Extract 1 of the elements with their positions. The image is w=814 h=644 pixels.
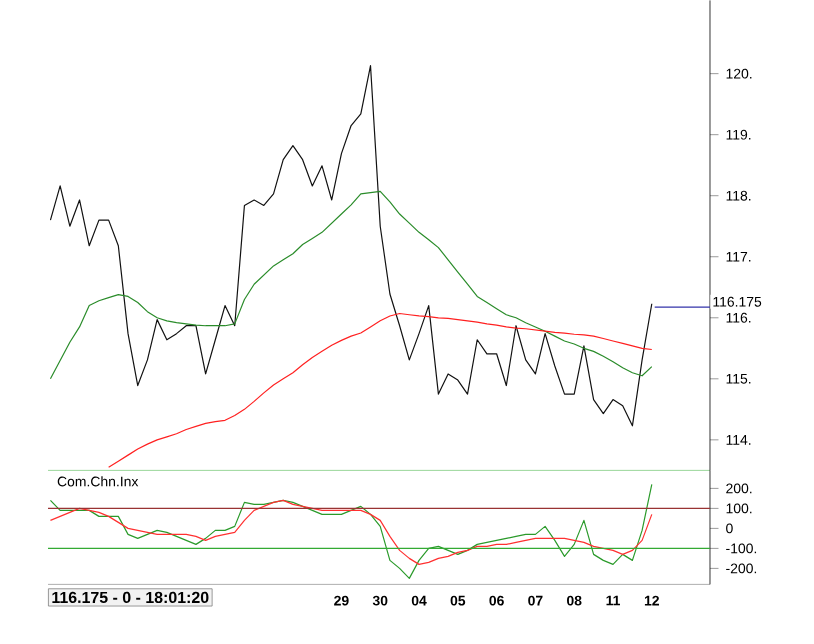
line-series bbox=[49, 64, 653, 427]
